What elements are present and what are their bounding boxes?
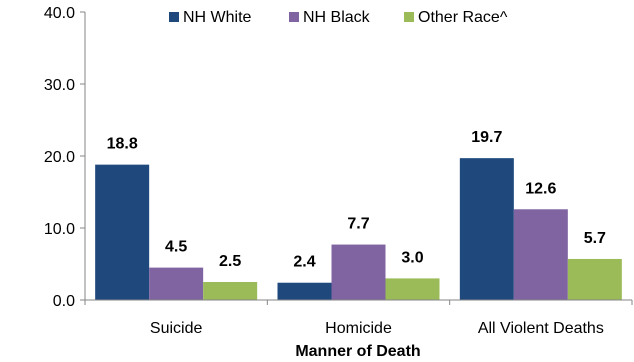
legend-label: NH White — [183, 9, 252, 26]
data-label: 18.8 — [107, 136, 138, 153]
legend-swatch — [169, 12, 179, 22]
bar — [513, 209, 568, 300]
bar — [567, 258, 622, 300]
y-tick-label: 40.0 — [44, 5, 75, 22]
data-label: 2.5 — [219, 253, 241, 270]
data-label: 4.5 — [165, 239, 187, 256]
bar — [149, 267, 204, 300]
legend-swatch — [289, 12, 299, 22]
bar — [385, 278, 440, 300]
legend-label: Other Race^ — [418, 9, 508, 26]
y-tick-label: 0.0 — [53, 293, 75, 310]
data-label: 7.7 — [347, 216, 369, 233]
y-tick-label: 10.0 — [44, 221, 75, 238]
data-label: 19.7 — [471, 129, 502, 146]
data-label: 2.4 — [293, 254, 315, 271]
category-label: Homicide — [325, 320, 392, 337]
x-axis: Suicide Homicide All Violent Deaths — [84, 299, 633, 337]
category-label: All Violent Deaths — [478, 320, 604, 337]
x-axis-title: Manner of Death — [295, 343, 420, 360]
data-label: 12.6 — [525, 180, 556, 197]
data-labels: 18.8 2.4 19.7 4.5 7.7 12.6 2.5 3.0 5.7 — [107, 129, 606, 271]
bars — [95, 158, 622, 300]
bar — [331, 244, 386, 300]
data-label: 5.7 — [584, 230, 606, 247]
bar — [277, 282, 332, 300]
y-tick-label: 20.0 — [44, 149, 75, 166]
y-tick-label: 30.0 — [44, 77, 75, 94]
category-label: Suicide — [150, 320, 203, 337]
y-axis: 0.0 10.0 20.0 30.0 40.0 — [44, 5, 86, 310]
legend-swatch — [404, 12, 414, 22]
legend-label: NH Black — [303, 9, 371, 26]
legend: NH White NH Black Other Race^ — [169, 9, 508, 26]
bar — [95, 164, 150, 300]
bar — [203, 282, 258, 300]
bar — [459, 158, 514, 300]
data-label: 3.0 — [401, 249, 423, 266]
